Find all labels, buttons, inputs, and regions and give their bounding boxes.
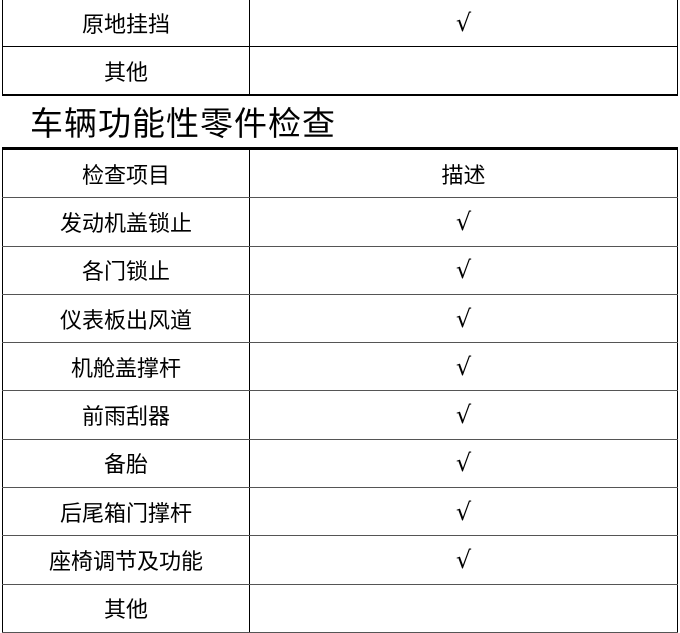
- desc-cell: √: [249, 535, 678, 585]
- table-row: 仪表板出风道 √: [2, 293, 678, 344]
- table-row: 原地挂挡 √: [2, 0, 678, 47]
- table-row: 前雨刮器 √: [2, 390, 678, 440]
- table-row: 备胎 √: [2, 438, 678, 489]
- table-header-row: 检查项目 描述: [2, 147, 678, 199]
- table-row: 其他: [2, 583, 678, 633]
- item-cell: 备胎: [2, 438, 250, 489]
- header-item: 检查项目: [2, 147, 250, 199]
- desc-cell: √: [249, 342, 678, 392]
- top-table: 原地挂挡 √ 其他: [2, 0, 678, 96]
- item-cell: 发动机盖锁止: [2, 197, 250, 247]
- item-cell: 机舱盖撑杆: [2, 342, 250, 392]
- table-row: 其他: [2, 46, 678, 96]
- item-cell: 其他: [2, 46, 250, 96]
- desc-cell: √: [249, 0, 678, 47]
- desc-cell: √: [249, 487, 678, 537]
- desc-cell: √: [249, 390, 678, 440]
- desc-cell: [249, 583, 678, 633]
- table-row: 机舱盖撑杆 √: [2, 342, 678, 392]
- table-row: 后尾箱门撑杆 √: [2, 487, 678, 537]
- desc-cell: √: [249, 245, 678, 295]
- section-title: 车辆功能性零件检查: [30, 104, 336, 143]
- table-row: 发动机盖锁止 √: [2, 197, 678, 247]
- item-cell: 各门锁止: [2, 245, 250, 295]
- item-cell: 其他: [2, 583, 250, 633]
- item-cell: 后尾箱门撑杆: [2, 487, 250, 537]
- desc-cell: √: [249, 438, 678, 489]
- table-row: 座椅调节及功能 √: [2, 535, 678, 585]
- item-cell: 前雨刮器: [2, 390, 250, 440]
- item-cell: 原地挂挡: [2, 0, 250, 47]
- functional-parts-table: 检查项目 描述 发动机盖锁止 √ 各门锁止 √ 仪表板出风道 √ 机舱盖撑杆 √ 前雨刮…: [2, 147, 678, 633]
- header-desc: 描述: [249, 147, 678, 199]
- desc-cell: [249, 46, 678, 96]
- item-cell: 仪表板出风道: [2, 293, 250, 344]
- desc-cell: √: [249, 293, 678, 344]
- desc-cell: √: [249, 197, 678, 247]
- table-row: 各门锁止 √: [2, 245, 678, 295]
- item-cell: 座椅调节及功能: [2, 535, 250, 585]
